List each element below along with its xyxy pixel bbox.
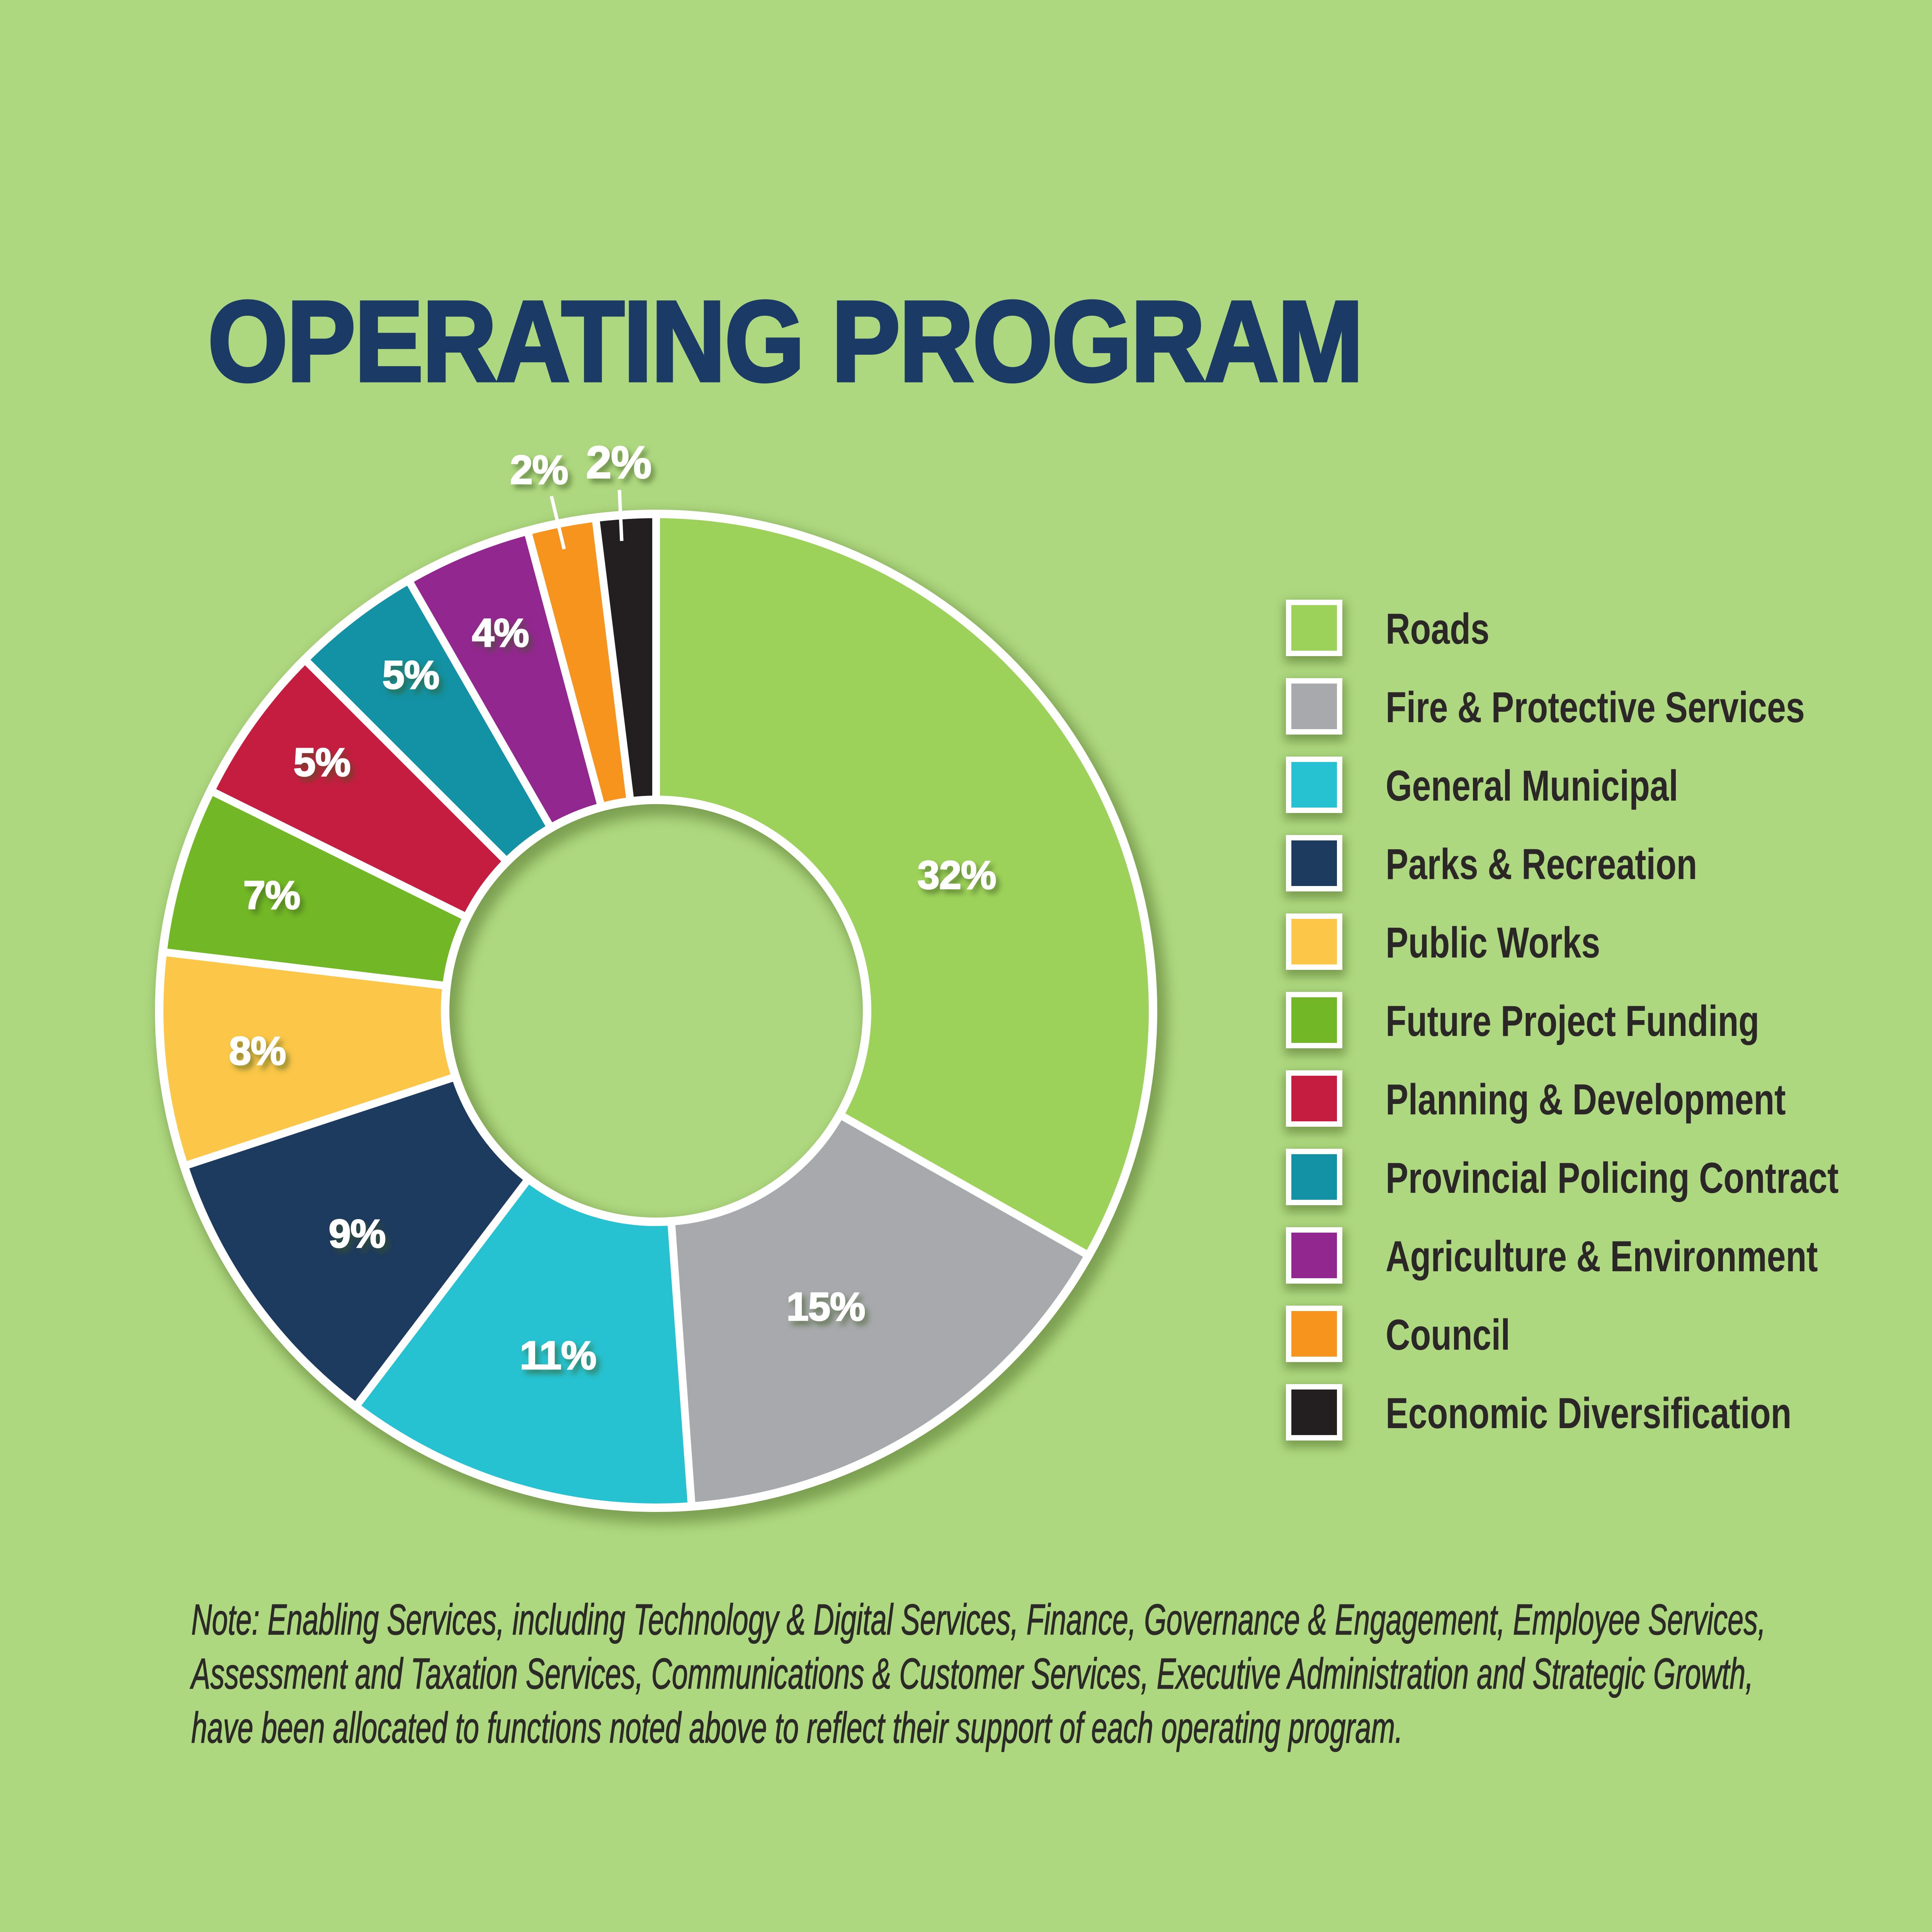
svg-text:have been allocated to functio: have been allocated to functions noted a… — [191, 1704, 1403, 1752]
svg-text:Future Project Funding: Future Project Funding — [1386, 997, 1759, 1046]
svg-text:5%: 5% — [294, 740, 350, 784]
svg-text:Note: Enabling Services, inclu: Note: Enabling Services, including Techn… — [191, 1596, 1766, 1644]
svg-text:Assessment and Taxation Servic: Assessment and Taxation Services, Commun… — [190, 1650, 1753, 1698]
svg-text:OPERATING PROGRAM: OPERATING PROGRAM — [208, 278, 1362, 405]
svg-text:Planning & Development: Planning & Development — [1386, 1076, 1786, 1124]
svg-text:Public Works: Public Works — [1386, 919, 1600, 967]
svg-text:Agriculture & Environment: Agriculture & Environment — [1386, 1233, 1818, 1281]
svg-text:7%: 7% — [243, 873, 300, 917]
svg-text:2%: 2% — [586, 437, 651, 488]
svg-text:5%: 5% — [383, 653, 439, 697]
svg-text:8%: 8% — [229, 1029, 286, 1073]
svg-text:32%: 32% — [917, 853, 996, 897]
svg-text:4%: 4% — [472, 611, 529, 655]
svg-text:Provincial Policing Contract: Provincial Policing Contract — [1386, 1154, 1838, 1202]
svg-text:General Municipal: General Municipal — [1386, 762, 1678, 810]
svg-text:Parks & Recreation: Parks & Recreation — [1386, 840, 1697, 889]
svg-text:11%: 11% — [520, 1333, 596, 1378]
svg-text:Economic Diversification: Economic Diversification — [1386, 1389, 1791, 1438]
svg-text:9%: 9% — [329, 1211, 386, 1256]
svg-text:Roads: Roads — [1386, 605, 1490, 653]
svg-text:Council: Council — [1386, 1311, 1510, 1359]
svg-text:15%: 15% — [786, 1284, 865, 1329]
svg-text:Fire & Protective Services: Fire & Protective Services — [1386, 684, 1805, 732]
svg-text:2%: 2% — [510, 447, 568, 493]
